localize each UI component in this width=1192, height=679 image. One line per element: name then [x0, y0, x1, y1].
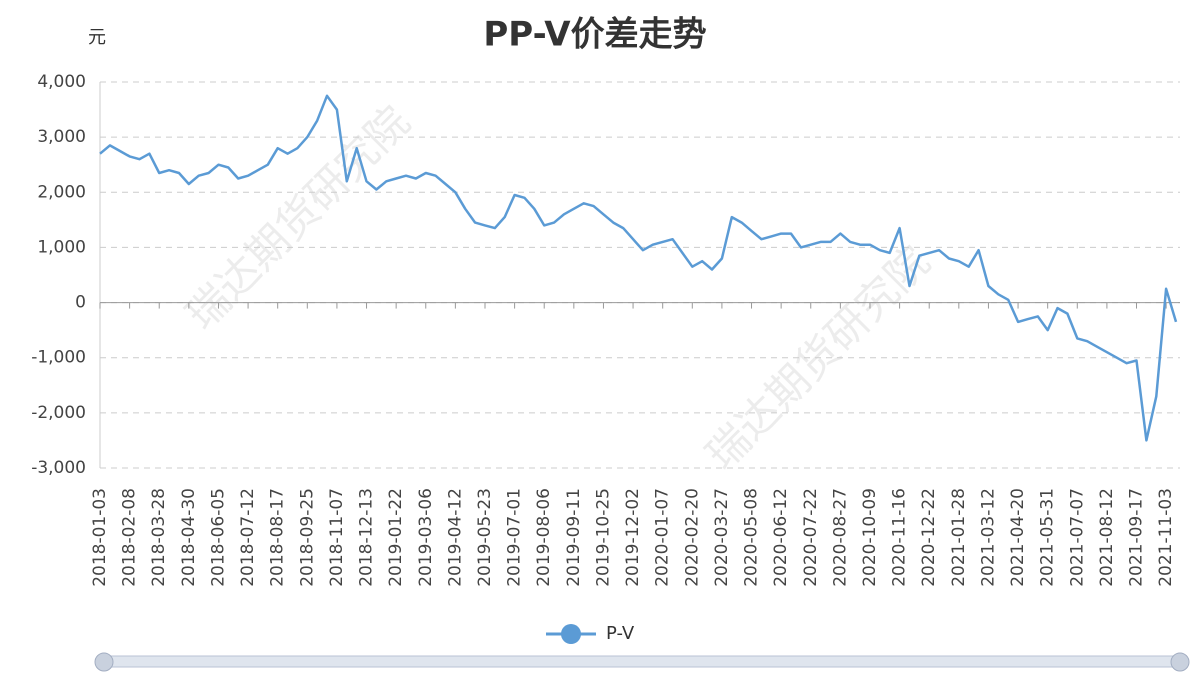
zoom-track[interactable] — [99, 655, 1181, 668]
x-tick-label: 2019-01-22 — [386, 488, 406, 587]
y-tick-label: 3,000 — [37, 127, 86, 147]
x-tick-label: 2019-04-12 — [445, 488, 465, 587]
chart-title: PP-V价差走势 — [483, 15, 706, 55]
x-tick-label: 2018-08-17 — [268, 488, 288, 587]
zoom-handle[interactable] — [94, 652, 114, 672]
x-tick-label: 2019-05-23 — [475, 488, 495, 587]
x-tick-label: 2021-07-07 — [1067, 488, 1087, 587]
x-tick-label: 2019-03-06 — [416, 488, 436, 587]
y-tick-label: -3,000 — [31, 458, 86, 478]
x-tick-label: 2018-02-08 — [120, 488, 140, 587]
data-line — [99, 94, 1178, 442]
x-tick-label: 2020-02-20 — [682, 488, 702, 587]
x-tick-label: 2020-10-09 — [860, 488, 880, 587]
x-tick-label: 2018-04-30 — [179, 488, 199, 587]
x-tick-label: 2020-03-27 — [712, 488, 732, 587]
y-unit: 元 — [88, 27, 106, 48]
y-tick-label: -1,000 — [31, 348, 86, 368]
zoom-handle[interactable] — [1170, 652, 1190, 672]
x-tick-label: 2018-12-13 — [357, 488, 377, 587]
x-tick-label: 2021-09-17 — [1127, 488, 1147, 587]
x-tick-label: 2019-08-06 — [534, 488, 554, 587]
x-tick-label: 2019-10-25 — [593, 488, 613, 587]
legend-marker — [561, 624, 581, 644]
x-tick-label: 2021-05-31 — [1038, 488, 1058, 587]
x-tick-label: 2019-09-11 — [564, 488, 584, 587]
y-tick-label: 2,000 — [37, 182, 86, 202]
y-tick-label: 0 — [75, 293, 86, 313]
x-tick-label: 2018-06-05 — [208, 488, 228, 587]
x-tick-label: 2021-03-12 — [978, 488, 998, 587]
x-tick-label: 2018-03-28 — [149, 488, 169, 587]
x-tick-label: 2020-12-22 — [919, 488, 939, 587]
x-tick-label: 2018-11-07 — [327, 488, 347, 587]
x-tick-label: 2020-05-08 — [742, 488, 762, 587]
legend-label: P-V — [606, 623, 635, 644]
y-tick-label: 1,000 — [37, 237, 86, 257]
y-tick-label: -2,000 — [31, 403, 86, 423]
x-tick-label: 2020-08-27 — [830, 488, 850, 587]
x-tick-label: 2020-07-22 — [801, 488, 821, 587]
x-tick-label: 2018-01-03 — [90, 488, 110, 587]
x-tick-label: 2020-06-12 — [771, 488, 791, 587]
x-tick-label: 2019-12-02 — [623, 488, 643, 587]
x-tick-label: 2020-11-16 — [890, 488, 910, 587]
x-tick-label: 2018-09-25 — [297, 488, 317, 587]
x-tick-label: 2021-11-03 — [1156, 488, 1176, 587]
x-tick-label: 2021-01-28 — [949, 488, 969, 587]
x-tick-label: 2019-07-01 — [505, 488, 525, 587]
x-tick-label: 2021-08-12 — [1097, 488, 1117, 587]
x-tick-label: 2020-01-07 — [653, 488, 673, 587]
x-tick-label: 2018-07-12 — [238, 488, 258, 587]
x-tick-label: 2021-04-20 — [1008, 488, 1028, 587]
y-tick-label: 4,000 — [37, 72, 86, 92]
